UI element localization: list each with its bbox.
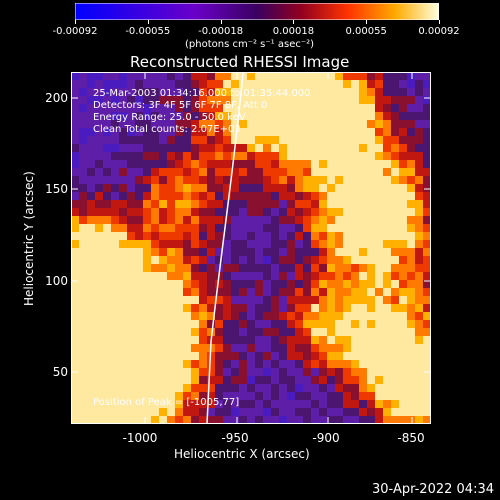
y-axis-label: Heliocentric Y (arcsec) xyxy=(22,171,36,306)
colorbar xyxy=(75,3,439,20)
plot-title: Reconstructed RHESSI Image xyxy=(130,53,350,71)
colorbar-tick xyxy=(366,20,368,24)
colorbar-tick-label: 0.00055 xyxy=(345,26,387,37)
rhessi-image xyxy=(71,72,431,424)
y-tick-label: 100 xyxy=(45,274,68,288)
colorbar-tick-label: -0.00055 xyxy=(125,26,171,37)
x-tick-label: -1000 xyxy=(122,431,158,445)
colorbar-tick-label: 0.00092 xyxy=(418,26,460,37)
x-axis-label: Heliocentric X (arcsec) xyxy=(174,447,310,461)
annotation-time: 25-Mar-2003 01:34:16.000 to 01:35:44.000 xyxy=(93,88,311,99)
footer-timestamp: 30-Apr-2022 04:34 xyxy=(372,482,494,497)
y-tick-label: 150 xyxy=(45,182,68,196)
colorbar-tick-label: 0.00018 xyxy=(272,26,315,37)
x-tick-label: -900 xyxy=(312,431,340,445)
image-pixels xyxy=(71,72,431,424)
colorbar-tick xyxy=(75,20,76,24)
limb-line xyxy=(206,72,244,424)
colorbar-units: (photons cm⁻² s⁻¹ asec⁻²) xyxy=(185,39,315,50)
colorbar-tick-label: -0.00018 xyxy=(198,26,244,37)
colorbar-tick xyxy=(147,20,149,24)
x-tick-label: -950 xyxy=(221,431,249,445)
y-tick-label: 200 xyxy=(45,91,68,105)
annotation-peak: Position of Peak = [-1005,77] xyxy=(93,397,240,408)
y-tick-label: 50 xyxy=(52,365,68,379)
annotation-clean: Clean Total counts: 2.07E+03 xyxy=(93,124,241,135)
colorbar-tick xyxy=(439,20,440,24)
colorbar-tick xyxy=(293,20,295,24)
annotation-detectors: Detectors: 3F 4F 5F 6F 7F 8F, Att 0 xyxy=(93,100,268,111)
annotation-energy: Energy Range: 25.0 - 50.0 keV xyxy=(93,112,246,123)
colorbar-tick-label: -0.00092 xyxy=(52,26,98,37)
x-tick-label: -850 xyxy=(397,431,425,445)
colorbar-tick xyxy=(220,20,222,24)
